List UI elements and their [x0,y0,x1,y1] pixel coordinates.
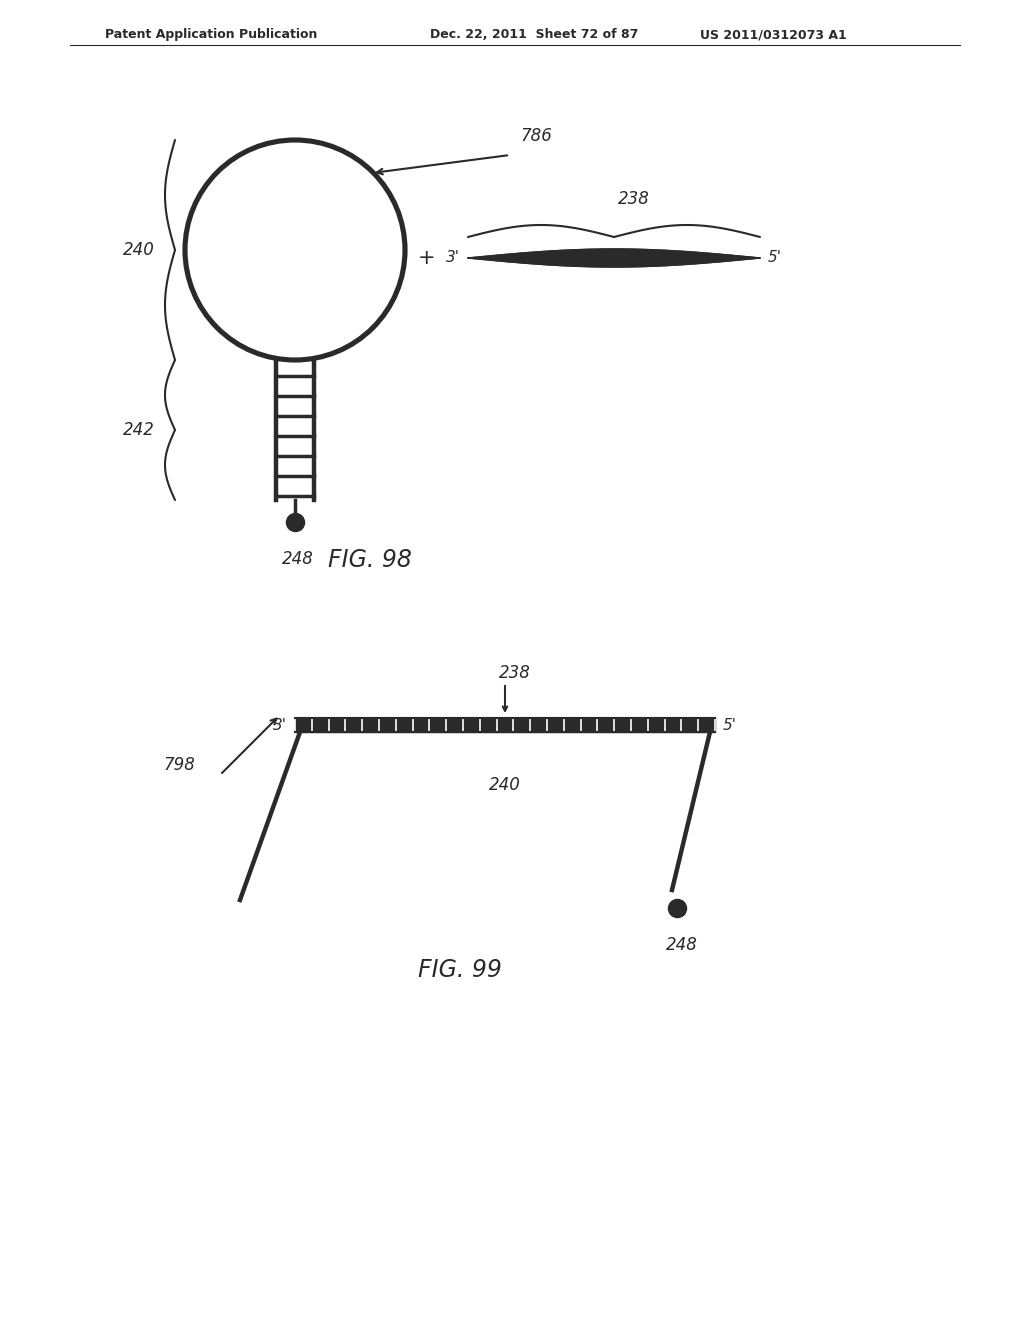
Text: Patent Application Publication: Patent Application Publication [105,28,317,41]
Text: 786: 786 [520,127,552,145]
Text: +: + [418,248,436,268]
Text: 248: 248 [666,936,698,954]
Text: 240: 240 [489,776,521,795]
Text: 240: 240 [123,242,155,259]
Text: 798: 798 [163,756,195,774]
Text: US 2011/0312073 A1: US 2011/0312073 A1 [700,28,847,41]
Text: 248: 248 [282,550,314,568]
Text: 3': 3' [446,251,460,265]
Text: 5': 5' [723,718,737,733]
Text: 242: 242 [123,421,155,440]
Text: 3': 3' [273,718,287,733]
Text: 238: 238 [499,664,530,682]
Text: 238: 238 [618,190,650,209]
Text: 5': 5' [768,251,782,265]
Text: Dec. 22, 2011  Sheet 72 of 87: Dec. 22, 2011 Sheet 72 of 87 [430,28,638,41]
Polygon shape [468,249,760,267]
Text: FIG. 99: FIG. 99 [418,958,502,982]
Text: FIG. 98: FIG. 98 [328,548,412,572]
Bar [295,718,715,733]
